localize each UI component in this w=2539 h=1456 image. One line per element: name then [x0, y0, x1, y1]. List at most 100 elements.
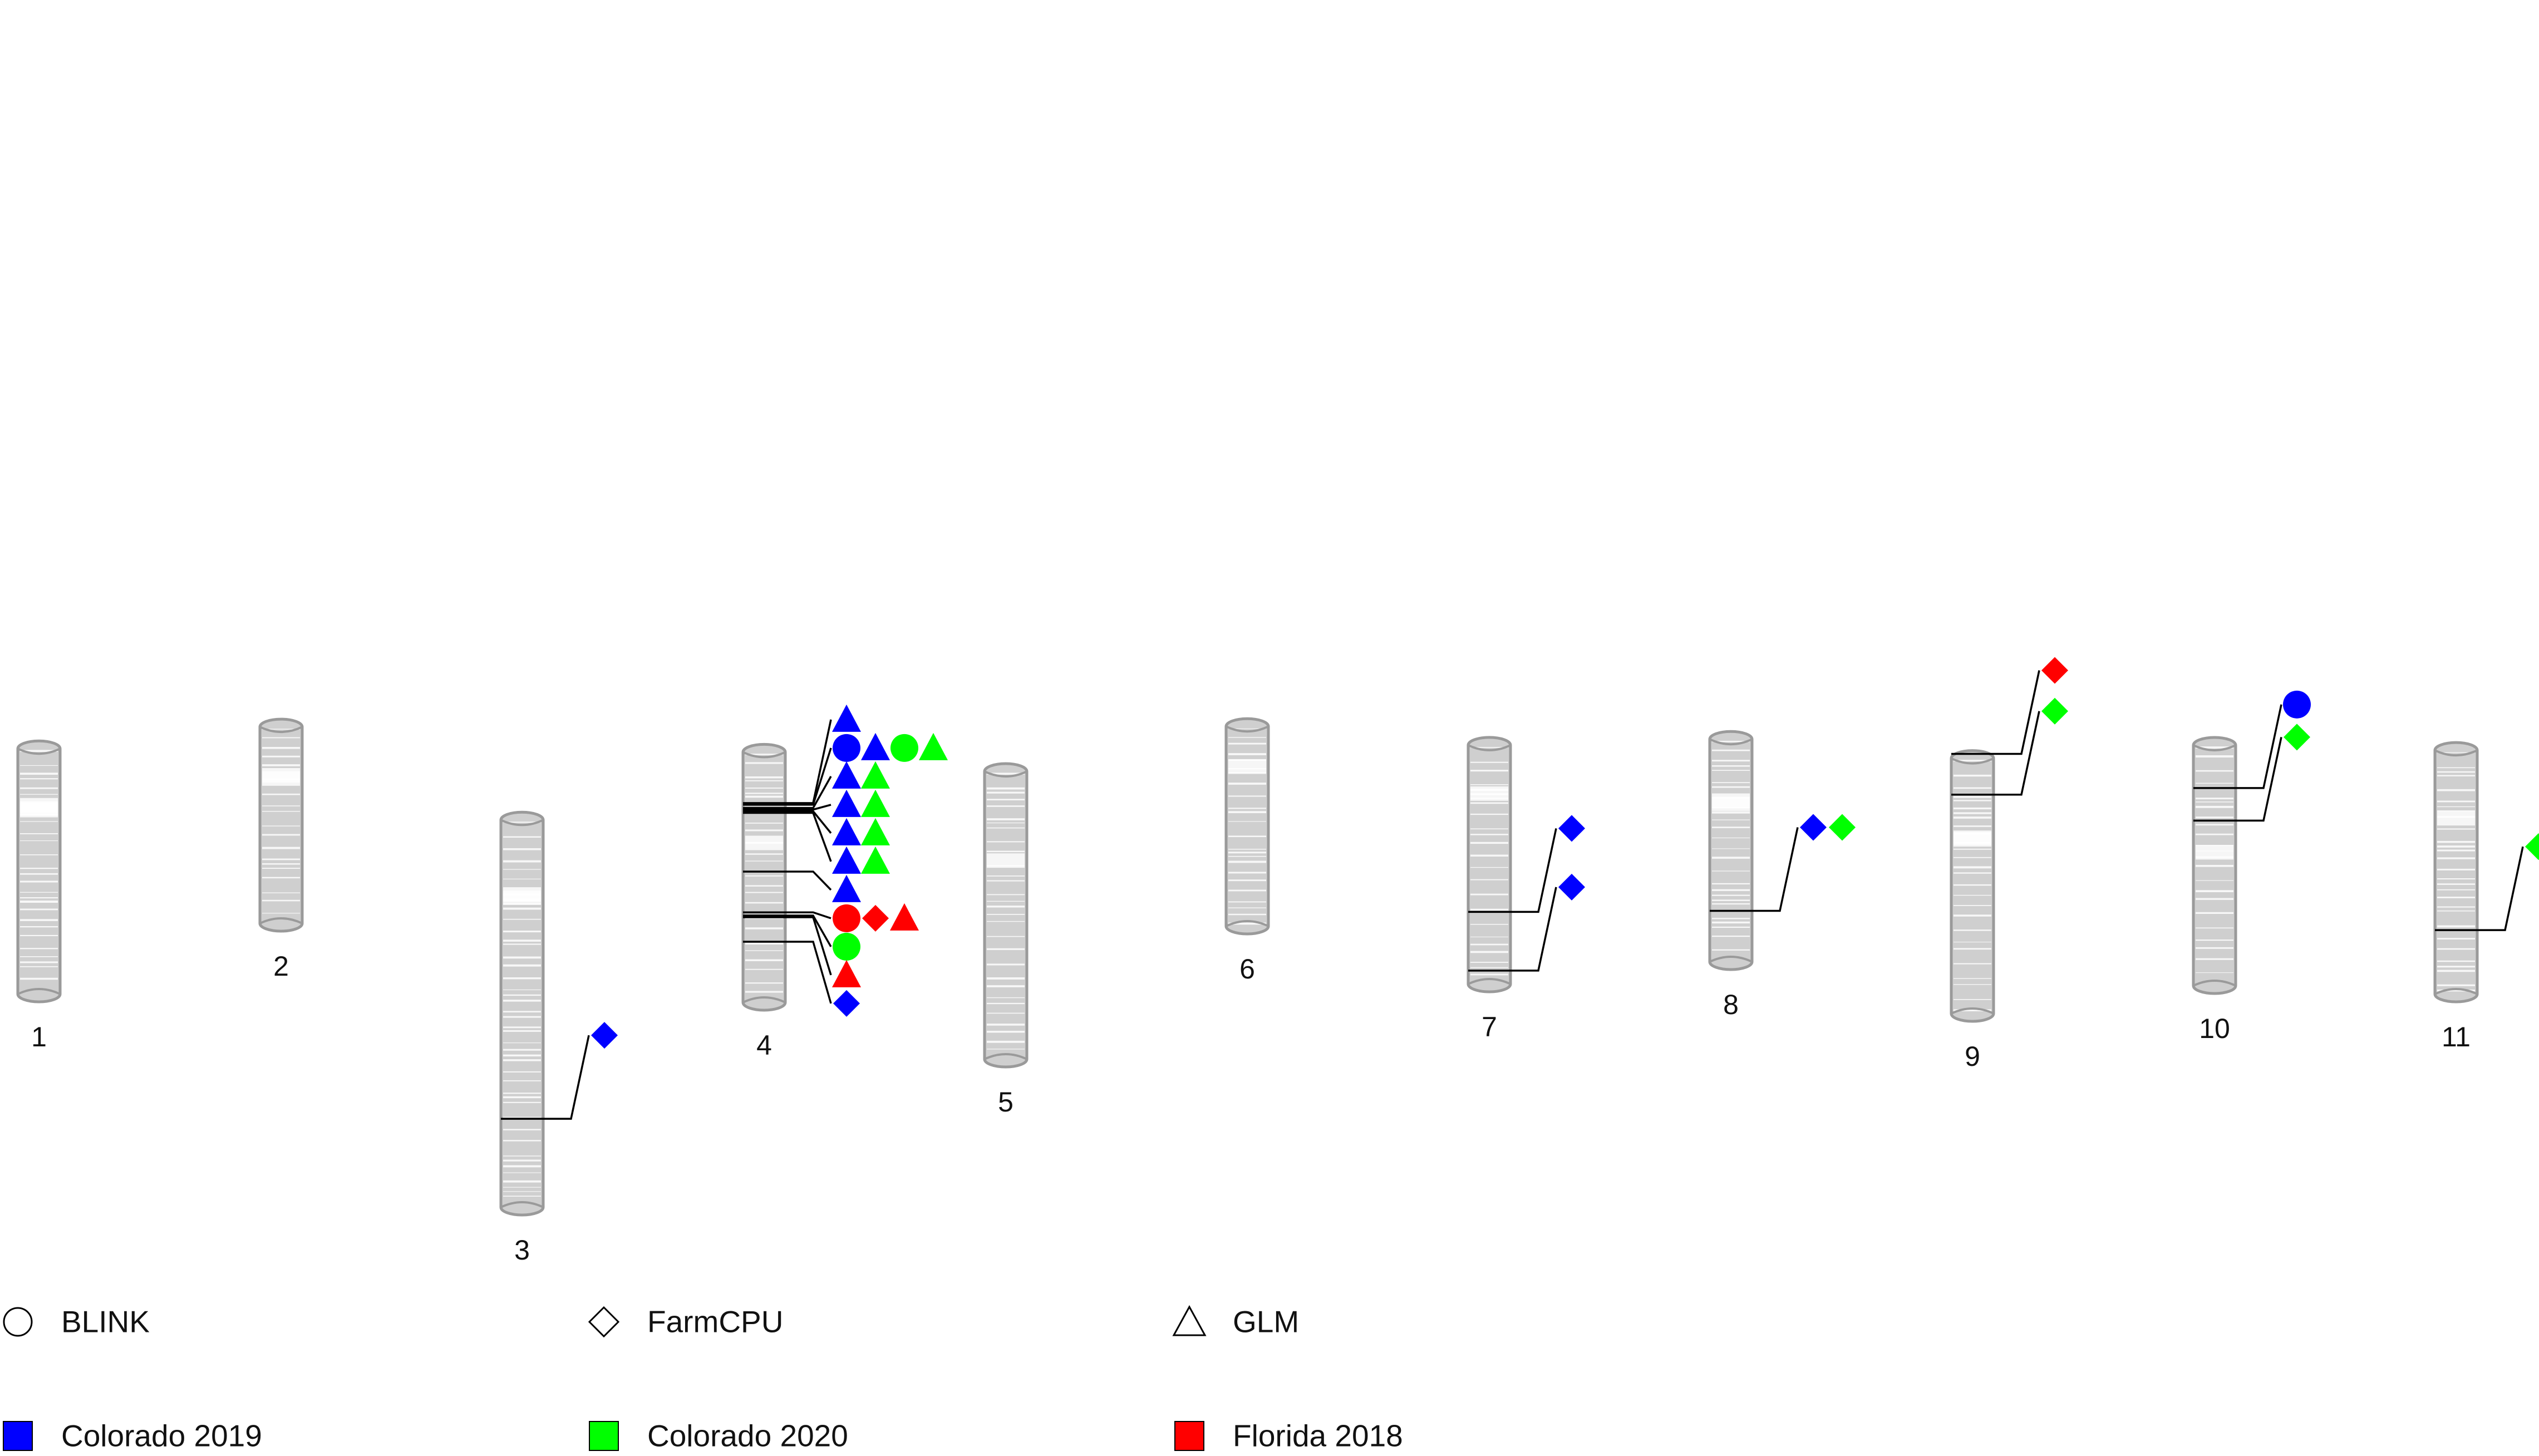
- chromosome-bands: [503, 822, 541, 1197]
- qtl-connector: [743, 916, 832, 976]
- chromosome-label: 6: [1239, 953, 1255, 985]
- qtl-marker-row: [832, 960, 861, 987]
- qtl-connector: [743, 804, 831, 811]
- triangle-icon: [1172, 1305, 1207, 1336]
- blink-marker: [833, 904, 860, 932]
- qtl-connector: [743, 810, 832, 834]
- chromosome-body: [741, 742, 787, 1012]
- chromosome-cap-bottom: [1951, 1007, 1994, 1015]
- chromosome-body: [1467, 736, 1512, 993]
- legend-label: Colorado 2020: [647, 1419, 848, 1453]
- chromosome-label: 7: [1482, 1011, 1497, 1042]
- chromosome-layer: 1 2 3 4 5 6 7 8 9 10 11: [16, 717, 2479, 1266]
- chromosome-cap-top: [2193, 744, 2236, 751]
- qtl-connector: [743, 941, 832, 1004]
- chromosome-bands: [987, 773, 1025, 1050]
- chromosome-label: 2: [273, 951, 289, 982]
- chromosome-label: 5: [998, 1086, 1013, 1118]
- glm-marker: [832, 818, 861, 845]
- chromosome-label: 1: [31, 1021, 47, 1052]
- chromosome-body: [983, 762, 1029, 1069]
- chromosome-cap-top: [1226, 725, 1269, 733]
- legend-item-blink: BLINK: [3, 1305, 150, 1339]
- chromosome-cap-top: [984, 770, 1027, 778]
- chromosome-body: [258, 717, 304, 933]
- chromosome-bands: [2437, 752, 2475, 992]
- legend-item-farmcpu: FarmCPU: [588, 1305, 783, 1339]
- qtl-marker-row: [833, 903, 919, 932]
- chromosome-cap-bottom: [1468, 978, 1511, 985]
- blink-marker: [2283, 690, 2311, 719]
- legend-item-env-2: Florida 2018: [1174, 1419, 1403, 1453]
- farmcpu-marker: [862, 904, 889, 932]
- chromosome-9: 9: [1950, 749, 1995, 1072]
- chromosome-cap-bottom: [17, 988, 61, 995]
- chromosome-bands: [1228, 728, 1266, 925]
- chromosome-6: 6: [1224, 717, 1270, 985]
- qtl-marker-row: [832, 818, 890, 845]
- glm-marker: [832, 846, 861, 874]
- chromosome-cap-bottom: [500, 1201, 544, 1208]
- farmcpu-marker: [833, 990, 860, 1017]
- qtl-connector: [2193, 704, 2282, 789]
- chromosome-body: [2433, 741, 2479, 1004]
- qtl-marker-row: [832, 761, 890, 789]
- chromosome-3: 3: [499, 810, 545, 1266]
- qtl-connector: [501, 1035, 590, 1120]
- blink-marker: [833, 932, 860, 961]
- glm-marker: [861, 732, 890, 760]
- farmcpu-marker: [1558, 815, 1585, 842]
- qtl-connector: [2435, 846, 2524, 931]
- farmcpu-marker: [2041, 697, 2068, 725]
- chromosome-5: 5: [983, 762, 1029, 1118]
- qtl-connector: [1710, 827, 1799, 912]
- qtl-connector: [743, 811, 832, 862]
- chromosome-cap-bottom: [2193, 980, 2236, 987]
- blink-marker: [890, 734, 918, 762]
- qtl-connector-layer: [501, 670, 2524, 1120]
- chromosome-11: 11: [2433, 741, 2479, 1052]
- chromosome-8: 8: [1708, 730, 1754, 1020]
- glm-marker: [861, 761, 890, 789]
- legend-label: Florida 2018: [1233, 1419, 1403, 1453]
- qtl-connector: [743, 911, 831, 919]
- glm-marker: [861, 846, 890, 874]
- glm-marker: [861, 789, 890, 817]
- legend-item-env-0: Colorado 2019: [3, 1419, 262, 1453]
- qtl-connector: [1468, 828, 1557, 913]
- farmcpu-marker: [1829, 814, 1856, 841]
- farmcpu-marker: [1800, 814, 1827, 841]
- qtl-marker-row: [833, 932, 860, 961]
- qtl-marker-row: [2284, 724, 2310, 751]
- qtl-marker-row: [2041, 657, 2068, 684]
- color-swatch-icon: [1174, 1421, 1204, 1451]
- chromosome-cap-bottom: [1226, 920, 1269, 927]
- qtl-marker-row: [2041, 697, 2068, 725]
- qtl-marker-row: [2525, 833, 2539, 860]
- qtl-marker-layer: [591, 657, 2539, 1049]
- chromosome-bands: [262, 729, 300, 914]
- qtl-connector: [1951, 711, 2040, 796]
- qtl-marker-row: [1558, 873, 1585, 901]
- legend-label: BLINK: [61, 1305, 150, 1339]
- glm-marker: [861, 818, 890, 845]
- chromosome-cap-bottom: [1709, 956, 1753, 963]
- chromosome-cap-top: [17, 747, 61, 755]
- chromosome-body: [1950, 749, 1995, 1023]
- chromosome-cap-bottom: [259, 917, 303, 924]
- legend: BLINK FarmCPU GLM Colorado 2019 Colorado 202…: [3, 1305, 1403, 1453]
- chromosome-2: 2: [258, 717, 304, 982]
- chromosome-body: [1708, 730, 1754, 971]
- glm-marker: [832, 789, 861, 817]
- glm-marker: [890, 903, 919, 931]
- chromosome-10: 10: [2192, 736, 2237, 1044]
- legend-label: Colorado 2019: [61, 1419, 262, 1453]
- legend-label: FarmCPU: [647, 1305, 783, 1339]
- qtl-marker-row: [833, 990, 860, 1017]
- chromosome-cap-top: [742, 751, 786, 759]
- chromosome-cap-top: [1951, 757, 1994, 765]
- farmcpu-marker: [2525, 833, 2539, 860]
- chromosome-bands: [1470, 747, 1508, 976]
- qtl-marker-row: [1558, 815, 1585, 842]
- qtl-connector: [743, 870, 832, 891]
